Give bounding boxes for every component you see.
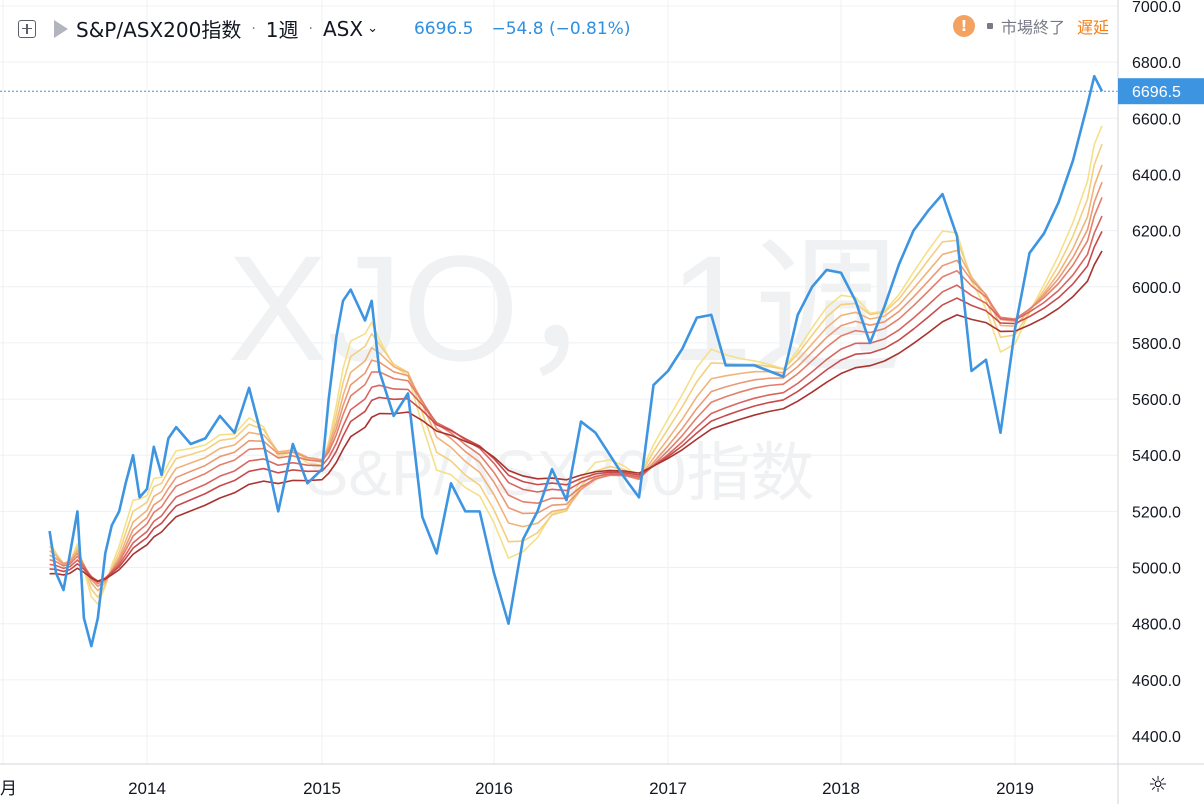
price-change: −54.8 (−0.81%) bbox=[491, 18, 631, 39]
y-tick-label: 4800.0 bbox=[1132, 617, 1181, 634]
x-tick-label: 2017 bbox=[649, 779, 687, 798]
x-tick-label: 2016 bbox=[475, 779, 513, 798]
ma-line bbox=[49, 197, 1103, 585]
x-tick-label: 2019 bbox=[996, 779, 1034, 798]
watermark-title: XJO，1週 bbox=[227, 224, 902, 392]
exchange-label: ASX bbox=[322, 16, 364, 41]
status-dot-icon bbox=[986, 23, 993, 29]
chevron-down-icon: ⌄ bbox=[367, 21, 378, 36]
watermark: XJO，1週 S&P/ASX200指数 bbox=[227, 224, 902, 509]
y-tick-label: 5400.0 bbox=[1132, 448, 1181, 465]
ma-line bbox=[48, 125, 1103, 605]
watermark-subtitle: S&P/ASX200指数 bbox=[306, 437, 815, 509]
last-price: 6696.5 bbox=[413, 18, 474, 39]
ma-line bbox=[49, 215, 1103, 583]
chart-header: S&P/ASX200指数 · 1週 · ASX ⌄ 6696.5 −54.8 (… bbox=[18, 14, 630, 43]
y-tick-label: 6000.0 bbox=[1132, 280, 1181, 297]
settings-icon[interactable]: ☼ bbox=[1148, 772, 1168, 798]
y-tick-label: 5000.0 bbox=[1132, 561, 1181, 578]
ma-ribbon bbox=[48, 125, 1103, 605]
market-status: ! 市場終了 遅延 bbox=[952, 14, 1109, 38]
exchange-selector[interactable]: ASX ⌄ bbox=[323, 17, 378, 41]
warning-icon[interactable]: ! bbox=[952, 15, 975, 37]
ma-line bbox=[49, 231, 1103, 582]
separator-dot: · bbox=[308, 20, 313, 37]
y-tick-label: 4400.0 bbox=[1132, 729, 1181, 746]
x-tick-label: 月 bbox=[0, 779, 17, 798]
time-axis[interactable]: 月 2014 2015 2016 2017 2018 2019 bbox=[0, 763, 1204, 798]
y-tick-label: 4600.0 bbox=[1132, 673, 1181, 690]
ma-line bbox=[49, 164, 1103, 592]
y-tick-label: 5600.0 bbox=[1132, 392, 1181, 409]
y-tick-label: 5800.0 bbox=[1132, 336, 1181, 353]
y-tick-label: 6600.0 bbox=[1132, 111, 1181, 128]
symbol-flag-icon bbox=[54, 19, 68, 38]
separator-dot: · bbox=[251, 20, 256, 37]
symbol-name[interactable]: S&P/ASX200指数 bbox=[76, 18, 242, 42]
y-tick-label: 5200.0 bbox=[1132, 504, 1181, 521]
x-tick-label: 2018 bbox=[822, 779, 860, 798]
price-series bbox=[48, 74, 1104, 648]
interval-label[interactable]: 1週 bbox=[265, 18, 299, 42]
last-price-label: 6696.5 bbox=[1118, 78, 1204, 105]
x-tick-label: 2014 bbox=[128, 779, 166, 798]
x-tick-label: 2015 bbox=[303, 779, 341, 798]
delay-badge[interactable]: 遅延 bbox=[1076, 18, 1109, 37]
market-status-label: 市場終了 bbox=[1000, 18, 1065, 37]
y-tick-label: 6800.0 bbox=[1132, 55, 1181, 72]
last-price-label-text: 6696.5 bbox=[1132, 84, 1181, 101]
y-tick-label: 6200.0 bbox=[1132, 224, 1181, 241]
last-price-label-bg bbox=[1118, 78, 1204, 105]
ma-line bbox=[48, 143, 1103, 599]
ma-line bbox=[49, 181, 1103, 588]
price-line bbox=[48, 74, 1104, 648]
ma-line bbox=[49, 250, 1103, 583]
add-symbol-icon[interactable] bbox=[18, 19, 36, 38]
price-axis[interactable]: 4400.0 4600.0 4800.0 5000.0 5200.0 5400.0 5600… bbox=[1117, 0, 1181, 804]
y-tick-label: 7000.0 bbox=[1132, 0, 1181, 16]
y-tick-label: 6400.0 bbox=[1132, 167, 1181, 184]
